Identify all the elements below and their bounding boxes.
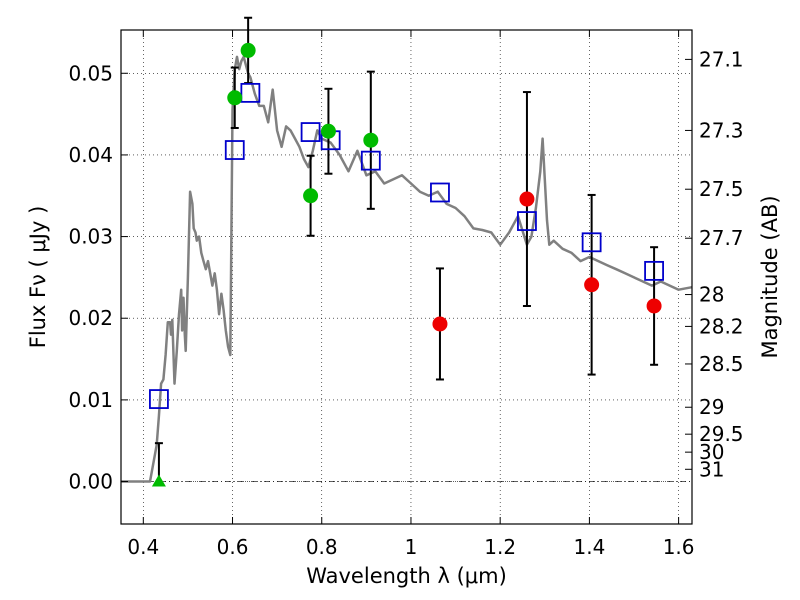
model-spectrum-line bbox=[121, 55, 693, 483]
y2-tick-label: 30 bbox=[699, 440, 724, 464]
model-flux-square bbox=[581, 232, 602, 253]
model-flux-square bbox=[149, 389, 169, 409]
y2-tick-label: 27.7 bbox=[699, 226, 744, 250]
data-markers bbox=[149, 42, 664, 487]
y-tick-label: 0.00 bbox=[68, 470, 113, 494]
y-tick-label: 0.02 bbox=[68, 306, 113, 330]
model-spectrum bbox=[121, 55, 693, 483]
model-flux-square bbox=[240, 82, 261, 103]
y2-tick-label: 29 bbox=[699, 395, 724, 419]
y-tick-label: 0.05 bbox=[68, 61, 113, 85]
x-tick-label: 1.2 bbox=[484, 535, 516, 559]
model-flux-square bbox=[360, 150, 381, 171]
model-flux-square bbox=[644, 260, 664, 281]
y2-axis-label: Magnitude (AB) bbox=[758, 195, 782, 358]
axis-ticks: 0.4 0.6 0.8 1 1.2 1.4 1.6 0.00 0.01 0.02 0.03 0.04 0… bbox=[68, 30, 744, 559]
x-tick-label: 1 bbox=[405, 535, 418, 559]
model-flux-square bbox=[517, 211, 537, 231]
y2-tick-label: 29.5 bbox=[699, 422, 744, 446]
model-flux-square bbox=[300, 122, 321, 142]
y2-tick-label: 28.2 bbox=[699, 314, 744, 338]
grid-lines bbox=[121, 30, 692, 524]
y-tick-label: 0.03 bbox=[68, 225, 113, 249]
y2-tick-label: 28 bbox=[699, 283, 724, 307]
measured-flux-point bbox=[432, 316, 448, 332]
measured-flux-point bbox=[363, 132, 379, 148]
measured-flux-point bbox=[303, 188, 319, 204]
y-tick-label: 0.04 bbox=[68, 143, 113, 167]
x-tick-label: 1.4 bbox=[573, 535, 605, 559]
measured-flux-point bbox=[584, 277, 600, 293]
x-tick-label: 0.4 bbox=[127, 535, 159, 559]
y2-tick-label: 27.3 bbox=[699, 118, 744, 142]
measured-flux-point bbox=[519, 191, 535, 207]
measured-flux-point bbox=[320, 123, 336, 139]
y-tick-label: 0.01 bbox=[68, 388, 113, 412]
y2-tick-label: 27.1 bbox=[699, 47, 744, 71]
upper-limit-triangle bbox=[151, 474, 166, 487]
plot-frame bbox=[120, 29, 693, 525]
y-axis-label: Flux Fν ( μJy ) bbox=[26, 206, 50, 349]
y2-tick-label: 28.5 bbox=[699, 352, 744, 376]
x-tick-label: 0.8 bbox=[306, 535, 338, 559]
y2-tick-label: 27.5 bbox=[699, 177, 744, 201]
x-tick-label: 1.6 bbox=[663, 535, 695, 559]
y2-tick-label: 31 bbox=[699, 457, 724, 481]
measured-flux-point bbox=[227, 90, 243, 106]
model-flux-square bbox=[224, 140, 245, 160]
x-tick-label: 0.6 bbox=[217, 535, 249, 559]
x-axis-label: Wavelength λ (μm) bbox=[306, 564, 507, 588]
measured-flux-point bbox=[646, 298, 662, 314]
model-flux-square bbox=[430, 182, 450, 203]
measured-flux-point bbox=[240, 42, 256, 58]
